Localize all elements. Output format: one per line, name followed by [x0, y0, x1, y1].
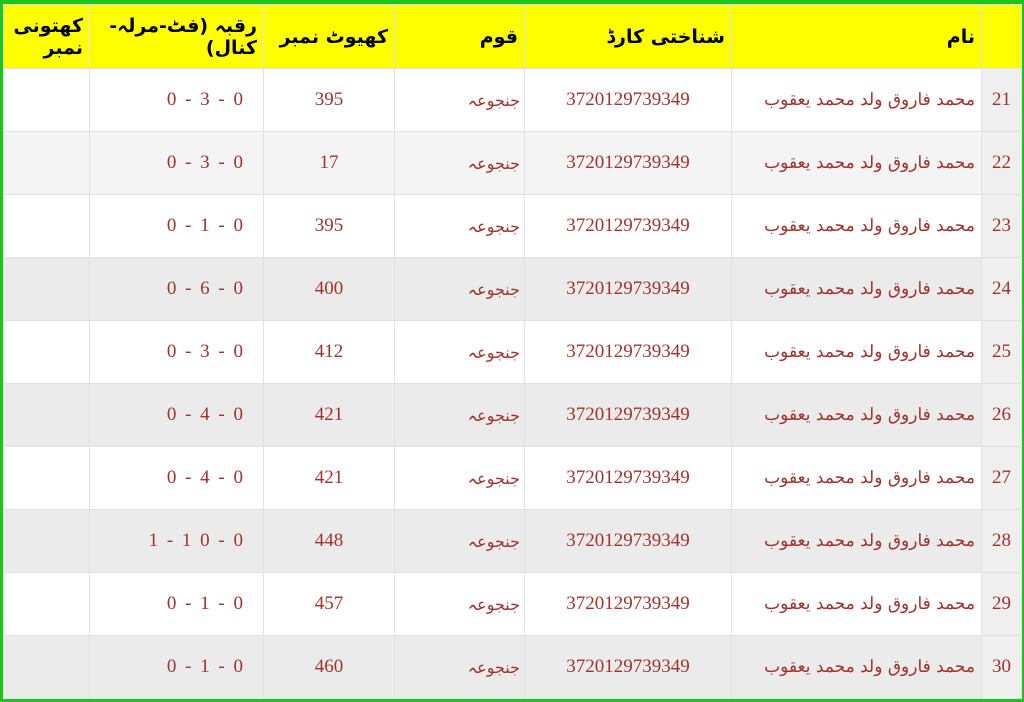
table-row: 0 - 4 - 0 421 جنجوعہ 3720129739349 محمد فارو…	[3, 383, 1022, 447]
cell-raqba: 0 - 6 - 0	[89, 257, 264, 321]
cell-name: محمد فاروق ولد محمد یعقوب	[731, 131, 982, 195]
cell-khewat: 421	[263, 446, 395, 510]
cell-card: 3720129739349	[524, 68, 732, 132]
cell-khatooni	[3, 131, 90, 195]
cell-serial: 26	[981, 383, 1022, 447]
cell-serial: 24	[981, 257, 1022, 321]
cell-khatooni	[3, 509, 90, 573]
cell-khatooni	[3, 320, 90, 384]
cell-serial: 22	[981, 131, 1022, 195]
cell-raqba: 1 - 1 0 - 0	[89, 509, 264, 573]
cell-name: محمد فاروق ولد محمد یعقوب	[731, 446, 982, 510]
cell-qaum: جنجوعہ	[394, 131, 525, 195]
cell-qaum: جنجوعہ	[394, 509, 525, 573]
cell-raqba: 0 - 4 - 0	[89, 383, 264, 447]
table-row: 0 - 6 - 0 400 جنجوعہ 3720129739349 محمد فارو…	[3, 257, 1022, 321]
header-card: شناختی کارڈ	[524, 4, 732, 69]
cell-serial: 29	[981, 572, 1022, 636]
land-records-table: کھتونی نمبر رقبہ (فٹ-مرلہ-کنال) کھیوٹ نم…	[3, 4, 1022, 699]
cell-name: محمد فاروق ولد محمد یعقوب	[731, 383, 982, 447]
table-row: 0 - 1 - 0 395 جنجوعہ 3720129739349 محمد فارو…	[3, 194, 1022, 258]
cell-qaum: جنجوعہ	[394, 257, 525, 321]
cell-khatooni	[3, 572, 90, 636]
cell-raqba: 0 - 4 - 0	[89, 446, 264, 510]
cell-khewat: 400	[263, 257, 395, 321]
cell-khatooni	[3, 383, 90, 447]
cell-khatooni	[3, 257, 90, 321]
cell-khewat: 457	[263, 572, 395, 636]
cell-serial: 25	[981, 320, 1022, 384]
cell-qaum: جنجوعہ	[394, 68, 525, 132]
header-row: کھتونی نمبر رقبہ (فٹ-مرلہ-کنال) کھیوٹ نم…	[3, 4, 1022, 69]
cell-khewat: 395	[263, 194, 395, 258]
cell-qaum: جنجوعہ	[394, 446, 525, 510]
cell-name: محمد فاروق ولد محمد یعقوب	[731, 68, 982, 132]
cell-raqba: 0 - 1 - 0	[89, 635, 264, 699]
cell-card: 3720129739349	[524, 383, 732, 447]
cell-card: 3720129739349	[524, 320, 732, 384]
cell-name: محمد فاروق ولد محمد یعقوب	[731, 257, 982, 321]
cell-khewat: 412	[263, 320, 395, 384]
table-row: 0 - 4 - 0 421 جنجوعہ 3720129739349 محمد فارو…	[3, 446, 1022, 510]
table-row: 1 - 1 0 - 0 448 جنجوعہ 3720129739349 محمد فا…	[3, 509, 1022, 573]
cell-khatooni	[3, 194, 90, 258]
cell-card: 3720129739349	[524, 131, 732, 195]
cell-khewat: 460	[263, 635, 395, 699]
cell-card: 3720129739349	[524, 509, 732, 573]
cell-qaum: جنجوعہ	[394, 194, 525, 258]
table-row: 0 - 3 - 0 395 جنجوعہ 3720129739349 محمد فارو…	[3, 68, 1022, 132]
cell-card: 3720129739349	[524, 572, 732, 636]
table-row: 0 - 1 - 0 457 جنجوعہ 3720129739349 محمد فارو…	[3, 572, 1022, 636]
cell-name: محمد فاروق ولد محمد یعقوب	[731, 320, 982, 384]
cell-serial: 28	[981, 509, 1022, 573]
cell-khatooni	[3, 635, 90, 699]
cell-qaum: جنجوعہ	[394, 320, 525, 384]
cell-card: 3720129739349	[524, 446, 732, 510]
table-row: 0 - 1 - 0 460 جنجوعہ 3720129739349 محمد فارو…	[3, 635, 1022, 699]
cell-serial: 23	[981, 194, 1022, 258]
cell-khatooni	[3, 446, 90, 510]
cell-raqba: 0 - 3 - 0	[89, 131, 264, 195]
header-khewat: کھیوٹ نمبر	[263, 4, 395, 69]
header-qaum: قوم	[394, 4, 525, 69]
cell-khewat: 421	[263, 383, 395, 447]
cell-raqba: 0 - 3 - 0	[89, 68, 264, 132]
header-name: نام	[731, 4, 982, 69]
cell-name: محمد فاروق ولد محمد یعقوب	[731, 509, 982, 573]
cell-raqba: 0 - 1 - 0	[89, 572, 264, 636]
cell-serial: 30	[981, 635, 1022, 699]
cell-khewat: 448	[263, 509, 395, 573]
cell-khewat: 17	[263, 131, 395, 195]
cell-raqba: 0 - 1 - 0	[89, 194, 264, 258]
cell-qaum: جنجوعہ	[394, 383, 525, 447]
header-raqba: رقبہ (فٹ-مرلہ-کنال)	[89, 4, 264, 69]
header-serial	[981, 4, 1022, 69]
cell-name: محمد فاروق ولد محمد یعقوب	[731, 194, 982, 258]
cell-serial: 27	[981, 446, 1022, 510]
cell-qaum: جنجوعہ	[394, 572, 525, 636]
cell-name: محمد فاروق ولد محمد یعقوب	[731, 572, 982, 636]
cell-name: محمد فاروق ولد محمد یعقوب	[731, 635, 982, 699]
header-khatooni: کھتونی نمبر	[3, 4, 90, 69]
cell-khatooni	[3, 68, 90, 132]
cell-khewat: 395	[263, 68, 395, 132]
table-row: 0 - 3 - 0 412 جنجوعہ 3720129739349 محمد فارو…	[3, 320, 1022, 384]
cell-card: 3720129739349	[524, 194, 732, 258]
cell-card: 3720129739349	[524, 257, 732, 321]
cell-raqba: 0 - 3 - 0	[89, 320, 264, 384]
cell-qaum: جنجوعہ	[394, 635, 525, 699]
cell-card: 3720129739349	[524, 635, 732, 699]
table-row: 0 - 3 - 0 17 جنجوعہ 3720129739349 محمد فاروق…	[3, 131, 1022, 195]
cell-serial: 21	[981, 68, 1022, 132]
